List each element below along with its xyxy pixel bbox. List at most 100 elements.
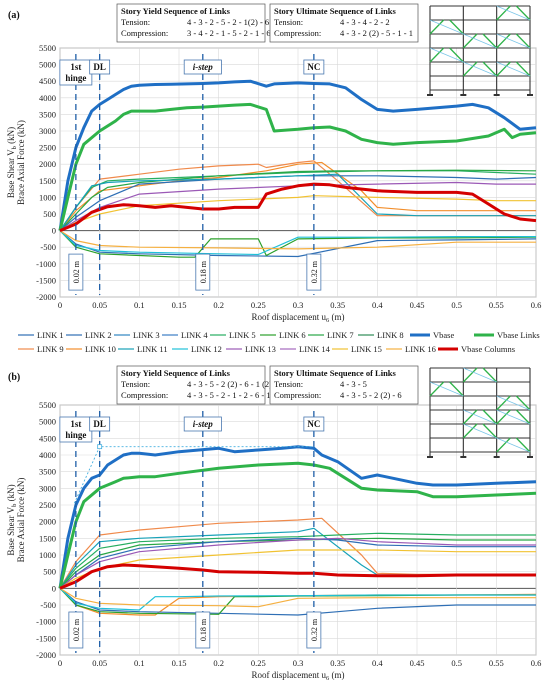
marker-value-label: 0.18 m: [199, 260, 208, 283]
frame-brace: [462, 409, 478, 425]
frame-brace: [496, 61, 511, 77]
x-tick-label: 0.6: [531, 658, 542, 668]
legend-label-link-9: LINK 9: [37, 344, 64, 354]
series-vbase-links: [58, 461, 537, 589]
x-tick-label: 0.5: [451, 300, 462, 310]
y-tick-label: 4000: [39, 450, 56, 460]
panel-label: (b): [8, 372, 20, 383]
marker-label-box: [183, 416, 222, 432]
frame-brace-secondary: [463, 33, 497, 49]
panel-label: (a): [8, 10, 20, 21]
y-tick-label: 2000: [39, 517, 56, 527]
marker-label: DL: [93, 62, 106, 72]
legend-label-link-12: LINK 12: [191, 344, 222, 354]
x-tick-label: 0.45: [410, 300, 425, 310]
y-tick-label: -500: [40, 242, 56, 252]
frame-brace: [515, 33, 531, 49]
ultimate-sequence-compression-label: Compression:: [274, 28, 321, 38]
frame-brace: [429, 19, 445, 35]
frame-brace: [462, 423, 478, 439]
y-tick-label: 5000: [39, 417, 56, 427]
frame-brace: [515, 409, 531, 425]
legend-label-vbase-columns: Vbase Columns: [461, 344, 515, 354]
marker-label: hinge: [65, 73, 86, 83]
y-tick-label: 1500: [39, 533, 56, 543]
ultimate-sequence-tension: 4 - 3 - 4 - 2 - 2: [340, 17, 390, 27]
frame-brace-secondary: [496, 395, 531, 411]
ultimate-sequence-tension-label: Tension:: [274, 17, 303, 27]
x-tick-label: 0.45: [410, 658, 425, 668]
yield-sequence-compression: 3 - 4 - 2 - 1 - 5 - 2 - 1 - 6: [187, 28, 271, 38]
y-tick-label: 5500: [39, 400, 56, 410]
x-tick-label: 0.05: [92, 300, 107, 310]
frame-brace: [496, 33, 511, 49]
frame-brace: [515, 61, 531, 77]
legend-label-link-4: LINK 4: [181, 330, 208, 340]
x-tick-label: 0.1: [134, 658, 145, 668]
ultimate-sequence-title: Story Ultimate Sequence of Links: [274, 368, 397, 378]
series-link-7: [59, 169, 537, 232]
y-tick-label: -1000: [36, 259, 56, 269]
yield-sequence-box: [116, 3, 266, 43]
marker-value-label: 0.02 m: [72, 618, 81, 641]
marker-label-box: [303, 59, 325, 75]
frame-brace-secondary: [463, 409, 497, 425]
legend: LINK 1 LINK 2 LINK 3 LINK 4 LINK 5 LINK 6 LINK…: [18, 330, 540, 354]
frame-support: [527, 94, 533, 96]
marker-label-box: [89, 59, 111, 75]
series-link-10: [59, 161, 536, 231]
series-link-13: [59, 537, 536, 589]
frame-brace: [496, 409, 511, 425]
marker-label-box: [59, 59, 93, 86]
yield-sequence-tension: 4 - 3 - 5 - 2 (2) - 6 - 1 (2): [187, 379, 272, 389]
x-tick-label: 0.2: [213, 300, 224, 310]
frame-support: [460, 94, 467, 96]
x-tick-label: 0.5: [451, 658, 462, 668]
marker-label-box: [183, 59, 222, 75]
marker-label-box: [89, 416, 111, 432]
y-tick-label: 4000: [39, 93, 56, 103]
y-tick-label: 4500: [39, 433, 56, 443]
x-axis-label: Roof displacement u6 (m): [252, 312, 345, 324]
y-tick-label: 2500: [39, 500, 56, 510]
marker-value-box: [306, 253, 322, 291]
legend-label-link-6: LINK 6: [279, 330, 306, 340]
marker-value-box: [306, 611, 322, 649]
x-tick-label: 0: [58, 658, 62, 668]
frame-support: [460, 456, 467, 458]
series-vbase-columns: [59, 182, 537, 232]
y-axis-label-1: Base Shear Vb (kN): [6, 127, 18, 198]
legend-label-link-2: LINK 2: [85, 330, 112, 340]
marker-label: i-step: [193, 62, 213, 72]
legend-label-vbase: Vbase: [433, 330, 454, 340]
x-tick-label: 0.6: [531, 300, 542, 310]
legend-label-link-15: LINK 15: [351, 344, 382, 354]
legend-label-link-14: LINK 14: [299, 344, 331, 354]
legend-label-vbase-links: Vbase Links: [497, 330, 540, 340]
legend-label-link-1: LINK 1: [37, 330, 64, 340]
ultimate-sequence-box: [269, 365, 419, 405]
marker-label: NC: [307, 419, 320, 429]
marker-label: 1st: [70, 62, 81, 72]
legend-label-link-11: LINK 11: [137, 344, 168, 354]
yield-sequence-box: [116, 365, 266, 405]
x-tick-label: 0.4: [372, 658, 383, 668]
yield-sequence-compression-label: Compression:: [121, 390, 168, 400]
yield-sequence-title: Story Yield Sequence of Links: [121, 6, 231, 16]
series-link-16: [59, 587, 536, 608]
yield-sequence-tension-label: Tension:: [121, 379, 150, 389]
frame-brace: [449, 47, 464, 63]
building-frame-drawing: [427, 367, 533, 458]
y-tick-label: 3000: [39, 126, 56, 136]
frame-brace: [462, 367, 478, 383]
legend-label-link-10: LINK 10: [85, 344, 116, 354]
x-tick-label: 0.35: [330, 658, 345, 668]
y-tick-label: 1000: [39, 192, 56, 202]
chart-panel-a: 5500500045004000350030002500200015001000…: [6, 3, 542, 324]
ultimate-sequence-tension: 4 - 3 - 5: [340, 379, 367, 389]
frame-support: [493, 456, 500, 458]
series-link-12: [59, 230, 536, 256]
marker-value-box: [195, 611, 211, 649]
series-link-1: [59, 537, 536, 589]
frame-brace: [462, 33, 478, 49]
